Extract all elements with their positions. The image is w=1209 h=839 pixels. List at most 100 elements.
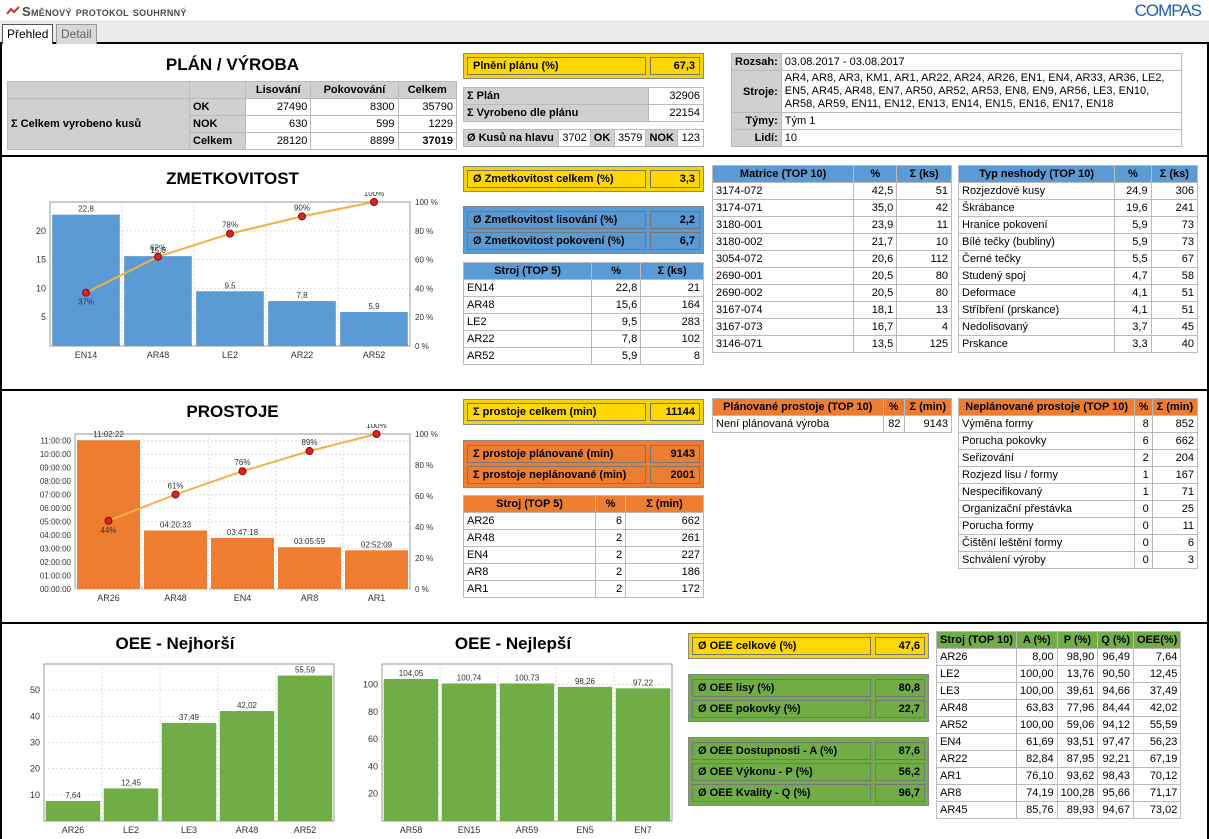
cell: 82,84 — [1015, 750, 1058, 768]
x-tick-label: EN7 — [634, 825, 652, 835]
cell: 3180-001 — [711, 216, 855, 234]
y-tick-label: 5 — [41, 312, 46, 322]
cell: 51 — [896, 182, 952, 200]
y2-tick-label: 20 % — [415, 554, 433, 563]
kpi-value: 80,8 — [875, 678, 925, 697]
kpi-oee-total: Ø OEE celkové (%) 47,6 — [688, 633, 929, 659]
cell: 42,5 — [853, 182, 898, 200]
cell: 0 — [1134, 551, 1153, 569]
kpi-value: 2001 — [650, 465, 700, 484]
cell: 2 — [595, 580, 627, 598]
cell: 662 — [625, 512, 704, 530]
kpi-oee-q: Ø OEE Kvality - Q (%) 96,7 — [692, 783, 925, 802]
kpi-label: Plnění plánu (%) — [467, 57, 646, 75]
scrap-defects-table: Typ neshody (TOP 10)% Σ (ks) Rozjezdové ku… — [957, 165, 1199, 353]
table-row: AR52 100,00 59,06 94,12 55,59 — [936, 716, 1182, 734]
cell: 11 — [1151, 517, 1199, 535]
cell: 73 — [1150, 233, 1199, 251]
cell: 13 — [896, 301, 952, 319]
table-row: Organizační přestávka 0 25 — [957, 500, 1199, 518]
value: 3579 — [613, 129, 647, 147]
section-divider — [0, 155, 1209, 157]
tab-detail[interactable]: Detail — [56, 24, 97, 44]
kpi-value: 56,2 — [875, 762, 925, 781]
cell: AR52 — [463, 347, 592, 365]
cell: AR26 — [936, 648, 1017, 666]
cell: 28120 — [244, 132, 312, 150]
cell: Seřizování — [957, 449, 1136, 467]
cell: 7,64 — [1132, 648, 1182, 666]
cell: AR1 — [462, 580, 597, 598]
cell: EN4 — [936, 733, 1017, 751]
tab-prehled[interactable]: Přehled — [2, 24, 54, 44]
cell: 35790 — [397, 98, 458, 116]
col-header: Stroj (TOP 5) — [462, 495, 597, 513]
kpi-oee-apq-group: Ø OEE Dostupnosti - A (%) 87,6 Ø OEE Výko… — [688, 737, 929, 806]
cumulative-point — [305, 447, 314, 456]
cell: 6 — [1134, 432, 1153, 450]
bar-value-label: 11:02:22 — [93, 430, 124, 439]
downtime-pareto-chart: 00:00:00 01:00:00 02:00:00 03:00:00 04:00:00… — [40, 424, 438, 603]
bar-value-label: 04:20:33 — [160, 520, 192, 529]
x-tick-label: LE2 — [123, 825, 139, 835]
cell: Studený spoj — [957, 267, 1116, 285]
y2-tick-label: 40 % — [415, 523, 433, 532]
cell: 3054-072 — [711, 250, 855, 268]
table-row: Stříbření (prskance) 4,1 51 — [957, 301, 1199, 319]
y-tick-label: 50 — [30, 685, 40, 695]
plan-table: Lisování Pokovování Celkem Σ Celkem vyro… — [7, 81, 458, 150]
table-row: AR22 7,8 102 — [463, 330, 704, 348]
table-row: 2690-001 20,5 80 — [711, 267, 952, 285]
table-row: Škrábance 19,6 241 — [957, 199, 1199, 217]
oee-best-chart: 20 40 60 80 100 104,05 AR58 100,74 EN15 100,73 AR5… — [363, 663, 673, 835]
cell: 21,7 — [853, 233, 898, 251]
oee-worst-title: OEE - Nejhorší — [115, 634, 235, 653]
kpi-plan-fulfillment: Plnění plánu (%) 67,3 — [463, 53, 704, 79]
x-tick-label: AR8 — [301, 593, 319, 603]
oee-best-title: OEE - Nejlepší — [454, 634, 572, 653]
cell: 16,7 — [853, 318, 898, 336]
x-tick-label: AR26 — [62, 825, 85, 835]
col-header: % — [853, 165, 898, 183]
cell: Hranice pokovení — [957, 216, 1116, 234]
col-header: A (%) — [1015, 631, 1058, 649]
cell: 4,1 — [1114, 284, 1152, 302]
table-row: AR45 85,76 89,93 94,67 73,02 — [936, 801, 1182, 819]
cell: 35,0 — [853, 199, 898, 217]
table-row: Schválení výroby 0 3 — [957, 551, 1199, 569]
cell: 80 — [896, 267, 952, 285]
bar — [340, 312, 408, 346]
kpi-downtime-total: Σ prostoje celkem (min) 11144 — [463, 399, 704, 425]
cumulative-label: 100% — [366, 424, 386, 430]
cell: 74,19 — [1015, 784, 1058, 802]
cell: 84,44 — [1097, 699, 1134, 717]
table-row: Porucha formy 0 11 — [957, 517, 1199, 535]
cell: 80 — [896, 284, 952, 302]
table-row: AR26 6 662 — [462, 512, 704, 530]
cell: 42,02 — [1132, 699, 1182, 717]
kpi-value: 9143 — [650, 444, 700, 463]
scrap-pareto-chart: 5 10 15 20 22,8 EN14 15,6 AR48 9,5 LE2 7,8 AR22 5,9 A… — [36, 192, 438, 360]
col-header: % — [1114, 165, 1152, 183]
cell: 261 — [625, 529, 704, 547]
app-icon — [6, 6, 20, 15]
table-row: 3180-001 23,9 11 — [711, 216, 952, 234]
cell: 2 — [595, 563, 627, 581]
plan-title: PLÁN / VÝROBA — [165, 55, 300, 74]
cell: 100,00 — [1015, 716, 1058, 734]
x-tick-label: AR52 — [363, 350, 386, 360]
cell: AR22 — [936, 750, 1017, 768]
col-header: % — [882, 398, 905, 416]
kpi-value: 11144 — [650, 403, 700, 421]
planned-downtime-table: Plánované prostoje (TOP 10)% Σ (min) Není … — [712, 398, 952, 433]
cell: LE2 — [463, 313, 592, 331]
y-tick-label: 40 — [30, 711, 40, 721]
col-header: Σ (min) — [625, 495, 704, 513]
downtime-title: PROSTOJE — [186, 402, 279, 421]
y-tick-label: 100 — [363, 679, 378, 689]
cell: Schválení výroby — [957, 551, 1136, 569]
bar-value-label: 100,73 — [515, 673, 540, 682]
bar-value-label: 7,64 — [65, 791, 81, 800]
cell: Rozjezdové kusy — [957, 182, 1116, 200]
kpi-label: Ø Zmetkovitost lisování (%) — [467, 210, 646, 229]
